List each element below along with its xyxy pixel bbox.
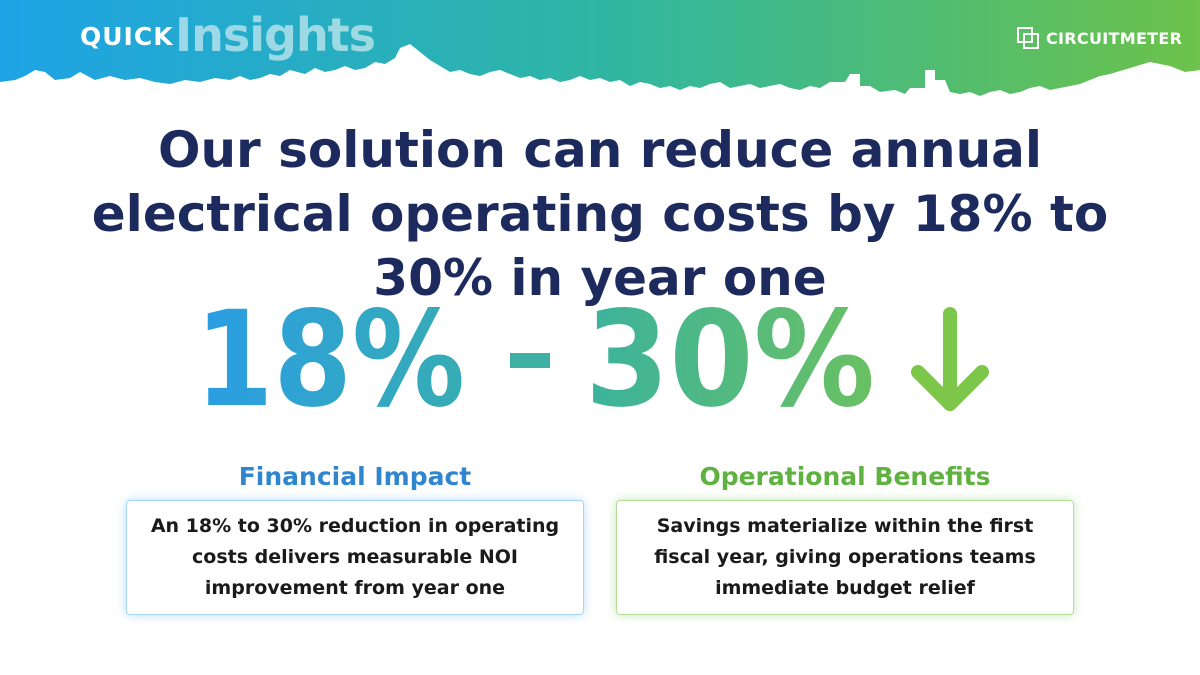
stat-high-value: 30% [585, 292, 875, 422]
financial-impact-card: An 18% to 30% reduction in operating cos… [126, 500, 584, 615]
circuitmeter-logo: CIRCUITMETER [1016, 26, 1182, 50]
skyline-banner-graphic [0, 0, 1200, 96]
logo-text: CIRCUITMETER [1046, 28, 1183, 48]
operational-benefits-card: Savings materialize within the first fis… [616, 500, 1074, 615]
arrow-down-icon [911, 307, 989, 411]
savings-range-graphic: 18% 30% [0, 292, 1200, 422]
operational-benefits-title: Operational Benefits [699, 462, 991, 491]
headline: Our solution can reduce annual electrica… [91, 121, 1109, 307]
financial-impact-title: Financial Impact [238, 462, 472, 491]
savings-range-svg: 18% 30% [195, 292, 989, 422]
stat-separator-dash [510, 353, 550, 368]
financial-impact-body: An 18% to 30% reduction in operating cos… [150, 515, 560, 599]
overlapping-squares-icon [1017, 27, 1039, 49]
brand-quick-label: QUICK [80, 22, 174, 51]
top-banner: QUICK Insights CIRCUITMETER [0, 0, 1200, 120]
operational-benefits-body: Savings materialize within the first fis… [654, 515, 1036, 599]
brand-insights-label: Insights [175, 8, 376, 62]
stat-low-value: 18% [195, 292, 465, 422]
